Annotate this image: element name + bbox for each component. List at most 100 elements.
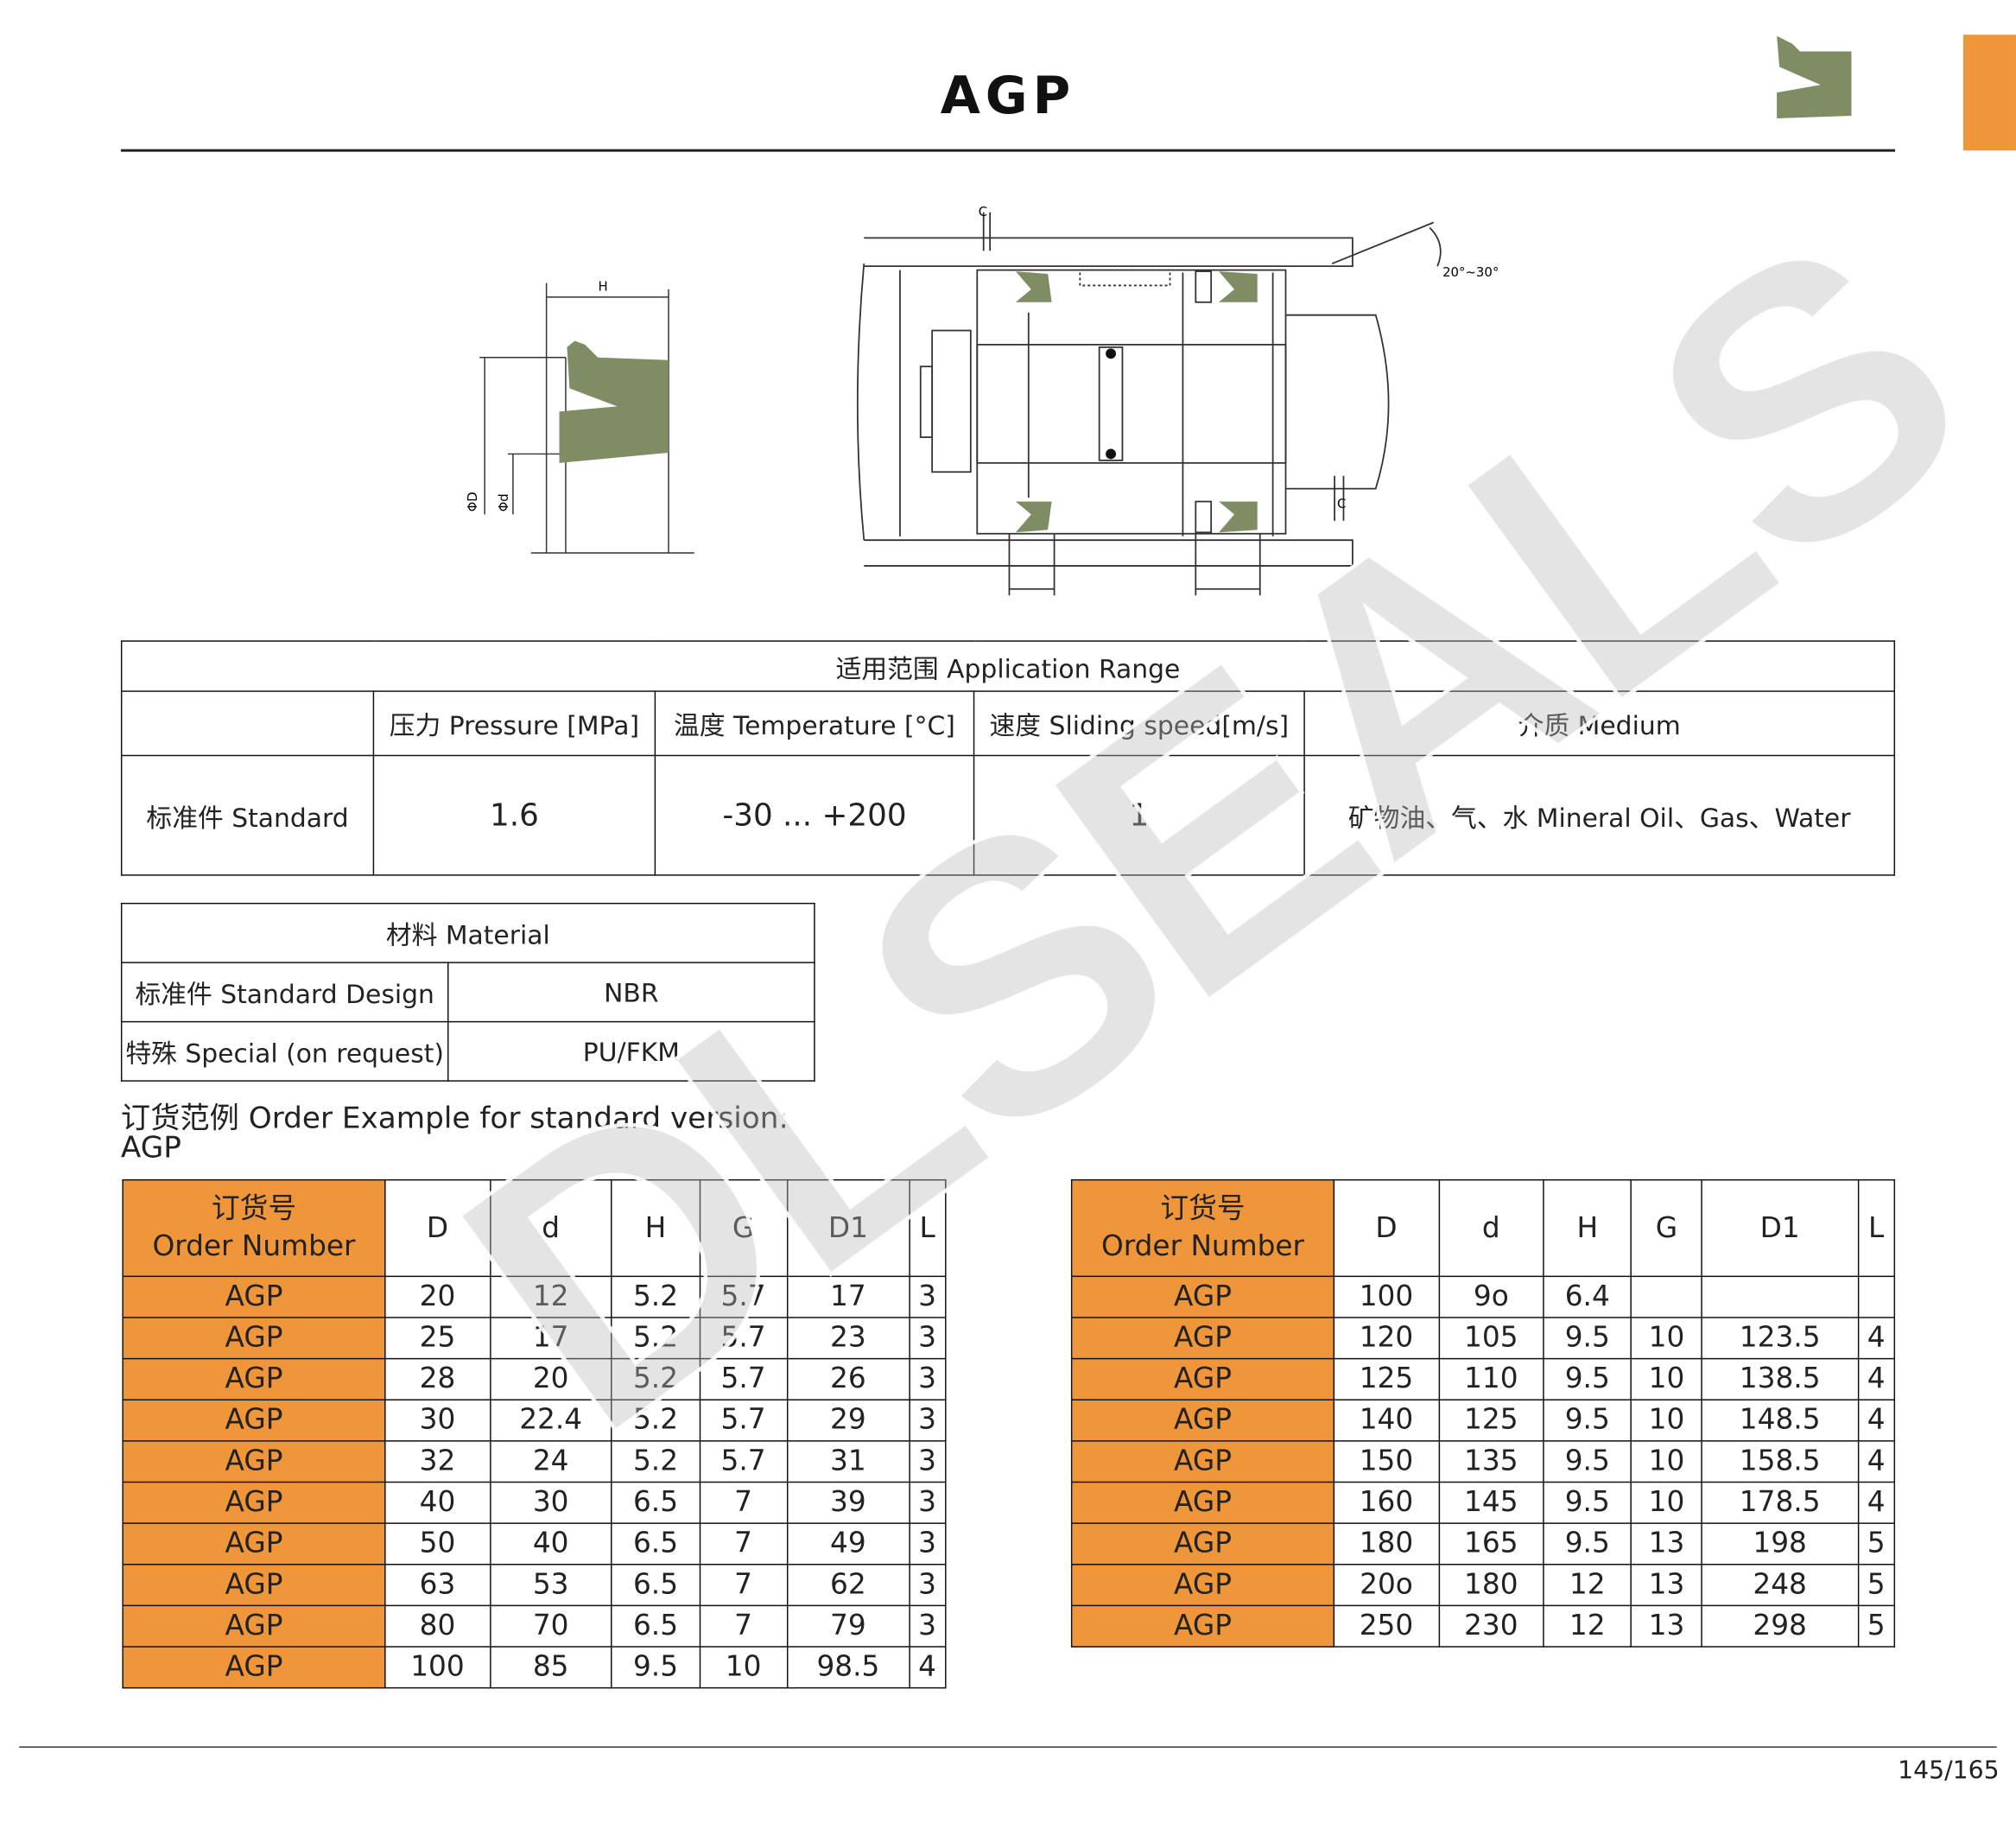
table-cell: 180 — [1437, 1564, 1544, 1607]
order-number-cell: AGP — [122, 1399, 386, 1442]
section-tab-marker — [1962, 35, 2016, 151]
order-number-cell: AGP — [122, 1357, 386, 1400]
table-cell: 32 — [384, 1440, 491, 1483]
order-number-cell: AGP — [122, 1604, 386, 1648]
table-cell — [1701, 1275, 1859, 1318]
table-cell: 105 — [1437, 1317, 1544, 1360]
table-cell: 4 — [1857, 1399, 1896, 1442]
dim-c-label-bottom: C — [1337, 496, 1346, 511]
table-cell: 9.5 — [611, 1646, 701, 1689]
order-number-cell: AGP — [1070, 1481, 1335, 1524]
material-special-value: PU/FKM — [447, 1020, 815, 1082]
table-cell: 180 — [1333, 1522, 1440, 1565]
column-header-l: L — [908, 1178, 947, 1278]
table-cell: 10 — [699, 1646, 789, 1689]
column-header-d: D — [384, 1178, 491, 1278]
order-example-code: AGP — [120, 1131, 181, 1165]
table-cell: 178.5 — [1701, 1481, 1859, 1524]
table-cell: 17 — [489, 1317, 612, 1360]
table-cell: 248 — [1701, 1564, 1859, 1607]
table-cell — [1630, 1275, 1703, 1318]
table-cell: 250 — [1333, 1604, 1440, 1648]
column-header-h: H — [1543, 1178, 1632, 1278]
table-cell: 12 — [1543, 1604, 1632, 1648]
table-cell: 30 — [489, 1481, 612, 1524]
column-header-d1: D1 — [786, 1178, 910, 1278]
table-cell: 6.4 — [1543, 1275, 1632, 1318]
order-number-cell: AGP — [1070, 1440, 1335, 1483]
table-cell: 20 — [489, 1357, 612, 1400]
table-cell: 6.5 — [611, 1564, 701, 1607]
brand-logo-icon — [1777, 35, 1852, 118]
table-row: AGP 120 105 9.5 10 123.5 4 — [1070, 1317, 1896, 1360]
order-number-header-cn: 订货号 — [1160, 1193, 1246, 1226]
table-cell: 4 — [908, 1646, 947, 1689]
order-number-cell: AGP — [1070, 1564, 1335, 1607]
order-number-cell: AGP — [1070, 1317, 1335, 1360]
header-divider — [120, 149, 1896, 152]
table-cell: 20o — [1333, 1564, 1440, 1607]
table-cell: 40 — [489, 1522, 612, 1565]
app-col-pressure: 压力 Pressure [MPa] — [372, 690, 656, 757]
table-cell: 12 — [489, 1275, 612, 1318]
page-number: 145/165 — [1898, 1756, 2000, 1786]
table-cell: 4 — [1857, 1481, 1896, 1524]
dim-phid-label: Φd — [496, 493, 511, 511]
order-number-cell: AGP — [122, 1564, 386, 1607]
table-cell: 28 — [384, 1357, 491, 1400]
table-cell: 13 — [1630, 1522, 1703, 1565]
table-row: AGP 150 135 9.5 10 158.5 4 — [1070, 1440, 1896, 1483]
column-header-d: D — [1333, 1178, 1440, 1278]
table-cell: 4 — [1857, 1357, 1896, 1400]
table-cell: 5 — [1857, 1522, 1896, 1565]
table-cell: 125 — [1437, 1399, 1544, 1442]
order-number-header-cn: 订货号 — [211, 1193, 297, 1226]
table-cell: 5.2 — [611, 1317, 701, 1360]
column-header-g: G — [699, 1178, 789, 1278]
table-cell: 79 — [786, 1604, 910, 1648]
table-cell: 145 — [1437, 1481, 1544, 1524]
app-medium-value: 矿物油、气、水 Mineral Oil、Gas、Water — [1303, 754, 1896, 876]
table-row: AGP 50 40 6.5 7 49 3 — [122, 1522, 947, 1565]
order-number-cell: AGP — [122, 1481, 386, 1524]
table-cell: 135 — [1437, 1440, 1544, 1483]
table-cell: 4 — [1857, 1317, 1896, 1360]
table-cell: 10 — [1630, 1481, 1703, 1524]
table-cell: 5 — [1857, 1564, 1896, 1607]
table-cell: 140 — [1333, 1399, 1440, 1442]
table-cell: 10 — [1630, 1399, 1703, 1442]
table-cell: 5.7 — [699, 1440, 789, 1483]
table-row: AGP 140 125 9.5 10 148.5 4 — [1070, 1399, 1896, 1442]
table-cell: 158.5 — [1701, 1440, 1859, 1483]
app-col-empty — [120, 690, 375, 757]
table-cell: 7 — [699, 1564, 789, 1607]
table-cell: 31 — [786, 1440, 910, 1483]
table-row: AGP 20o 180 12 13 248 5 — [1070, 1564, 1896, 1607]
table-cell: 100 — [384, 1646, 491, 1689]
table-cell: 40 — [384, 1481, 491, 1524]
table-cell: 9.5 — [1543, 1440, 1632, 1483]
order-number-cell: AGP — [1070, 1522, 1335, 1565]
application-range-table: 适用范围 Application Range 压力 Pressure [MPa]… — [120, 640, 1896, 876]
order-number-header: 订货号 Order Number — [122, 1178, 386, 1278]
table-cell: 30 — [384, 1399, 491, 1442]
table-cell: 3 — [908, 1399, 947, 1442]
table-cell: 4 — [1857, 1440, 1896, 1483]
table-cell: 53 — [489, 1564, 612, 1607]
table-cell: 17 — [786, 1275, 910, 1318]
table-cell: 3 — [908, 1317, 947, 1360]
table-cell: 3 — [908, 1440, 947, 1483]
table-cell: 3 — [908, 1357, 947, 1400]
angle-label: 20°~30° — [1442, 264, 1499, 280]
table-row: AGP 40 30 6.5 7 39 3 — [122, 1481, 947, 1524]
table-cell: 160 — [1333, 1481, 1440, 1524]
table-row: AGP 250 230 12 13 298 5 — [1070, 1604, 1896, 1648]
app-row-label: 标准件 Standard — [120, 754, 375, 876]
table-row: AGP 32 24 5.2 5.7 31 3 — [122, 1440, 947, 1483]
table-cell: 24 — [489, 1440, 612, 1483]
table-cell: 80 — [384, 1604, 491, 1648]
table-row: AGP 30 22.4 5.2 5.7 29 3 — [122, 1399, 947, 1442]
order-number-header-en: Order Number — [152, 1230, 356, 1263]
order-number-cell: AGP — [122, 1522, 386, 1565]
